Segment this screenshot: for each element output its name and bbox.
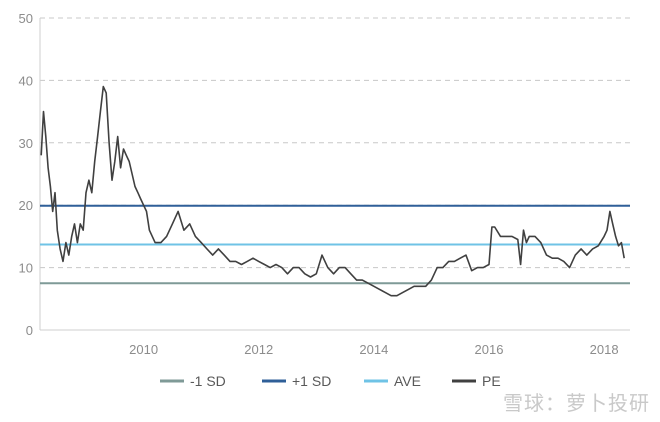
- y-gridlines: [40, 17, 630, 269]
- y-tick-10: 10: [19, 261, 33, 276]
- x-tick-labels: 2010 2012 2014 2016 2018: [129, 342, 618, 357]
- x-tick-2018: 2018: [590, 342, 619, 357]
- x-tick-2016: 2016: [475, 342, 504, 357]
- x-tick-2010: 2010: [129, 342, 158, 357]
- legend: -1 SD +1 SD AVE PE: [160, 373, 501, 389]
- x-tick-2012: 2012: [244, 342, 273, 357]
- y-tick-30: 30: [19, 136, 33, 151]
- y-tick-0: 0: [26, 323, 33, 338]
- legend-label-1-sd: +1 SD: [292, 373, 331, 389]
- series-line-pe: [40, 85, 625, 297]
- series-lines: [40, 85, 630, 297]
- watermark: 雪球：萝卜投研: [503, 391, 650, 415]
- legend-label-1-sd: -1 SD: [190, 373, 226, 389]
- x-tick-2014: 2014: [359, 342, 388, 357]
- legend-label-pe: PE: [482, 373, 501, 389]
- legend-label-ave: AVE: [394, 373, 421, 389]
- y-tick-20: 20: [19, 198, 33, 213]
- y-tick-40: 40: [19, 73, 33, 88]
- y-tick-labels: 0 10 20 30 40 50: [19, 11, 33, 338]
- y-tick-50: 50: [19, 11, 33, 26]
